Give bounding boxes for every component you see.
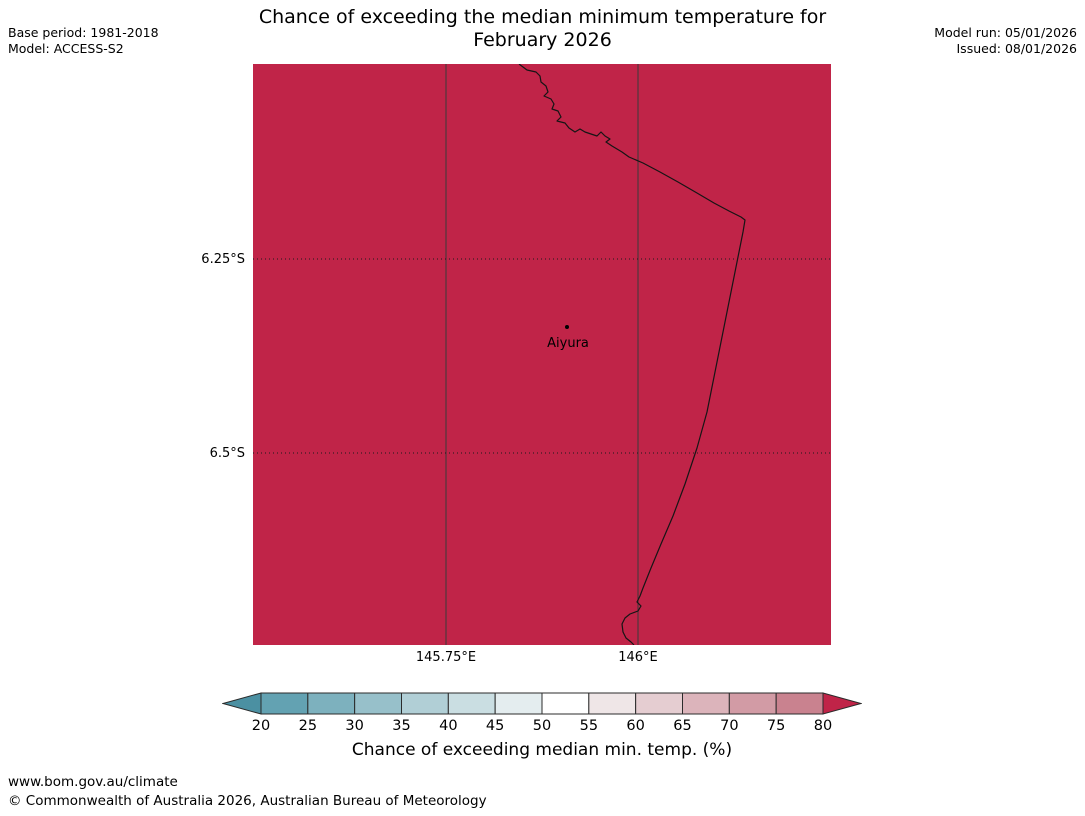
colorbar-caption: Chance of exceeding median min. temp. (%… <box>351 740 733 760</box>
colorbar-tick-label: 40 <box>439 718 458 734</box>
colorbar-tick-label: 60 <box>626 718 645 734</box>
map-svg <box>253 64 831 645</box>
location-label: Aiyura <box>547 336 589 351</box>
colorbar-tick-label: 50 <box>532 718 552 734</box>
issued-text: Issued: 08/01/2026 <box>956 41 1078 56</box>
page-title-line1: Chance of exceeding the median minimum t… <box>258 6 827 28</box>
x-tick-146e: 146°E <box>618 650 658 665</box>
x-tick-145-75e: 145.75°E <box>415 650 477 665</box>
colorbar-left-arrow <box>221 692 262 715</box>
colorbar-tick-label: 75 <box>766 718 786 734</box>
page-title: Chance of exceeding the median minimum t… <box>0 6 1085 52</box>
colorbar-tick-label: 65 <box>673 718 692 734</box>
colorbar-segment <box>447 692 496 715</box>
header-meta-left: Base period: 1981-2018 Model: ACCESS-S2 <box>8 25 159 57</box>
map-fill <box>253 64 831 645</box>
footer-copyright: © Commonwealth of Australia 2026, Austra… <box>8 793 487 809</box>
y-tick-6-25s: 6.25°S <box>201 252 245 267</box>
colorbar-tick-label: 30 <box>345 718 364 734</box>
colorbar-segment <box>635 692 683 715</box>
colorbar-segment <box>260 692 309 715</box>
y-tick-6-5s: 6.5°S <box>209 446 245 461</box>
colorbar-tick-label: 70 <box>720 718 739 734</box>
colorbar-segment <box>775 692 824 715</box>
colorbar-segment <box>307 692 356 715</box>
colorbar-segment <box>588 692 637 715</box>
colorbar-segment <box>682 692 730 715</box>
colorbar-segment <box>541 692 590 715</box>
colorbar-segment <box>728 692 777 715</box>
header-meta-right: Model run: 05/01/2026 Issued: 08/01/2026 <box>934 25 1077 57</box>
colorbar-svg <box>221 692 863 715</box>
colorbar-tick-label: 35 <box>392 718 411 734</box>
colorbar-tick-label: 20 <box>251 718 271 734</box>
colorbar-tick-label: 55 <box>579 718 599 734</box>
colorbar-segment <box>354 692 403 715</box>
colorbar-tick-label: 25 <box>298 718 318 734</box>
page-title-line2: February 2026 <box>473 29 612 51</box>
colorbar-right-arrow <box>822 692 863 715</box>
colorbar: 20 25 30 35 40 45 50 55 60 65 70 75 80 Chance of exc… <box>221 692 863 770</box>
colorbar-segment <box>401 692 449 715</box>
footer-url: www.bom.gov.au/climate <box>8 774 178 790</box>
location-marker <box>565 325 569 329</box>
model-text: Model: ACCESS-S2 <box>8 41 124 56</box>
model-run-text: Model run: 05/01/2026 <box>934 25 1077 40</box>
colorbar-tick-label: 80 <box>813 718 833 734</box>
map-panel: Aiyura <box>253 64 831 645</box>
colorbar-tick-label: 45 <box>485 718 505 734</box>
coastline <box>518 64 746 645</box>
base-period-text: Base period: 1981-2018 <box>8 25 159 40</box>
colorbar-segment <box>494 692 543 715</box>
